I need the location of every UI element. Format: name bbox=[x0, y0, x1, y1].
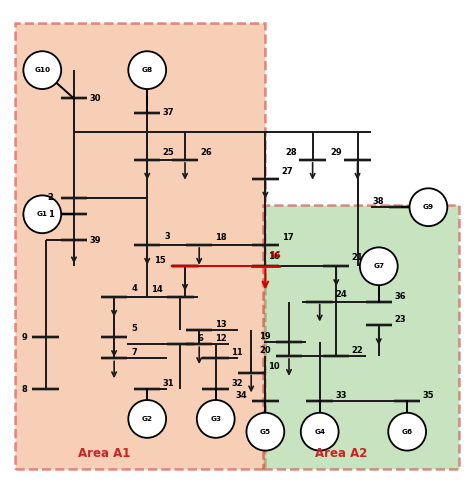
Text: Area A2: Area A2 bbox=[315, 447, 367, 461]
Text: 12: 12 bbox=[215, 334, 227, 343]
Text: G10: G10 bbox=[34, 67, 50, 73]
Circle shape bbox=[246, 413, 284, 451]
Text: 30: 30 bbox=[90, 94, 101, 103]
Text: 14: 14 bbox=[151, 285, 162, 294]
Circle shape bbox=[128, 400, 166, 438]
Text: 18: 18 bbox=[215, 233, 227, 243]
Text: 37: 37 bbox=[163, 108, 174, 117]
FancyBboxPatch shape bbox=[263, 205, 459, 469]
Circle shape bbox=[128, 51, 166, 89]
Text: 36: 36 bbox=[394, 292, 406, 300]
Text: 34: 34 bbox=[236, 391, 247, 400]
Circle shape bbox=[410, 188, 447, 226]
Text: 31: 31 bbox=[163, 379, 174, 388]
Text: 16: 16 bbox=[269, 251, 281, 260]
Text: 5: 5 bbox=[131, 324, 137, 333]
Circle shape bbox=[301, 413, 338, 451]
Circle shape bbox=[197, 400, 235, 438]
Circle shape bbox=[23, 196, 61, 233]
Text: 29: 29 bbox=[330, 148, 342, 157]
Text: G8: G8 bbox=[142, 67, 153, 73]
Text: G1: G1 bbox=[37, 211, 48, 217]
Text: 10: 10 bbox=[268, 363, 280, 371]
Text: G3: G3 bbox=[210, 416, 221, 422]
Text: 3: 3 bbox=[164, 232, 170, 241]
Circle shape bbox=[360, 247, 398, 285]
Text: 33: 33 bbox=[335, 391, 347, 400]
Text: 27: 27 bbox=[281, 167, 292, 176]
Text: 11: 11 bbox=[231, 348, 243, 357]
Text: G5: G5 bbox=[260, 429, 271, 435]
Text: 4: 4 bbox=[131, 284, 137, 293]
Circle shape bbox=[388, 413, 426, 451]
Text: 38: 38 bbox=[373, 197, 384, 206]
Text: 25: 25 bbox=[163, 148, 174, 157]
Text: 17: 17 bbox=[283, 233, 294, 243]
Text: 20: 20 bbox=[259, 346, 271, 355]
Text: 24: 24 bbox=[335, 290, 347, 299]
Text: G6: G6 bbox=[401, 429, 413, 435]
Text: 6: 6 bbox=[197, 334, 203, 343]
Text: Area A1: Area A1 bbox=[79, 447, 131, 461]
Text: 39: 39 bbox=[90, 236, 101, 245]
Circle shape bbox=[23, 51, 61, 89]
Text: G2: G2 bbox=[142, 416, 153, 422]
Text: 21: 21 bbox=[352, 253, 364, 262]
Text: 32: 32 bbox=[231, 379, 243, 388]
Text: 26: 26 bbox=[201, 148, 212, 157]
Text: 22: 22 bbox=[352, 346, 364, 355]
Text: 15: 15 bbox=[155, 256, 166, 265]
Text: 35: 35 bbox=[423, 391, 434, 400]
Text: 23: 23 bbox=[394, 315, 406, 324]
FancyBboxPatch shape bbox=[15, 23, 265, 469]
Text: 8: 8 bbox=[22, 385, 27, 393]
Text: G4: G4 bbox=[314, 429, 325, 435]
Text: G7: G7 bbox=[374, 263, 384, 270]
Text: G9: G9 bbox=[423, 204, 434, 210]
Text: 7: 7 bbox=[131, 348, 137, 357]
Text: 13: 13 bbox=[215, 320, 227, 329]
Text: 19: 19 bbox=[259, 332, 271, 341]
Text: 1: 1 bbox=[48, 210, 54, 219]
Text: 2: 2 bbox=[48, 193, 54, 202]
Text: 16: 16 bbox=[268, 252, 280, 261]
Text: 9: 9 bbox=[22, 333, 27, 342]
Text: 28: 28 bbox=[285, 148, 297, 157]
